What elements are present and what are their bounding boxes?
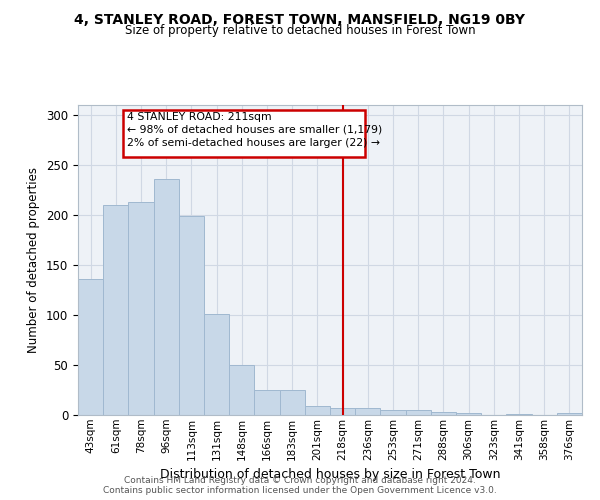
Text: Size of property relative to detached houses in Forest Town: Size of property relative to detached ho… xyxy=(125,24,475,37)
FancyBboxPatch shape xyxy=(124,110,365,157)
Y-axis label: Number of detached properties: Number of detached properties xyxy=(28,167,40,353)
Text: Contains public sector information licensed under the Open Government Licence v3: Contains public sector information licen… xyxy=(103,486,497,495)
Bar xyxy=(380,410,406,415)
Text: 4, STANLEY ROAD, FOREST TOWN, MANSFIELD, NG19 0BY: 4, STANLEY ROAD, FOREST TOWN, MANSFIELD,… xyxy=(74,12,526,26)
Bar xyxy=(506,414,532,415)
Bar xyxy=(179,216,204,415)
Bar xyxy=(406,410,431,415)
Bar xyxy=(557,413,582,415)
Bar xyxy=(280,390,305,415)
Bar xyxy=(456,413,481,415)
Bar xyxy=(204,314,229,415)
Bar xyxy=(128,202,154,415)
Text: Contains HM Land Registry data © Crown copyright and database right 2024.: Contains HM Land Registry data © Crown c… xyxy=(124,476,476,485)
X-axis label: Distribution of detached houses by size in Forest Town: Distribution of detached houses by size … xyxy=(160,468,500,481)
Bar xyxy=(355,408,380,415)
Text: 4 STANLEY ROAD: 211sqm
← 98% of detached houses are smaller (1,179)
2% of semi-d: 4 STANLEY ROAD: 211sqm ← 98% of detached… xyxy=(127,112,383,148)
Bar xyxy=(305,406,330,415)
Bar xyxy=(78,279,103,415)
Bar xyxy=(330,408,355,415)
Bar xyxy=(103,205,128,415)
Bar xyxy=(254,390,280,415)
Bar xyxy=(431,412,456,415)
Bar xyxy=(229,365,254,415)
Bar xyxy=(154,179,179,415)
